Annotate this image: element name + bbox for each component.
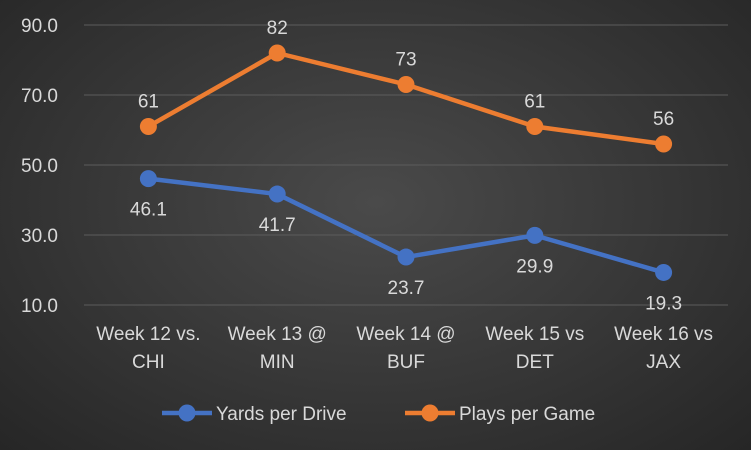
- data-point: [526, 118, 544, 135]
- legend-marker: [421, 404, 439, 422]
- data-label: 82: [267, 18, 288, 39]
- data-point: [139, 170, 157, 188]
- data-label: 56: [653, 109, 674, 130]
- y-tick-label: 70.0: [21, 86, 58, 107]
- data-label: 29.9: [516, 256, 553, 277]
- y-tick-label: 10.0: [21, 296, 58, 317]
- data-label: 23.7: [388, 278, 425, 299]
- x-tick-label: Week 14 @: [356, 324, 455, 345]
- x-tick-label: Week 15 vs: [485, 324, 584, 345]
- data-label: 61: [138, 92, 159, 113]
- data-label: 19.3: [645, 293, 682, 314]
- legend-marker: [178, 404, 196, 422]
- x-tick-label: Week 13 @: [228, 324, 327, 345]
- data-label: 41.7: [259, 215, 296, 236]
- data-point: [397, 248, 415, 266]
- data-point: [268, 185, 286, 203]
- data-label: 73: [395, 50, 416, 71]
- x-tick-label: BUF: [387, 352, 425, 373]
- data-point: [139, 118, 157, 135]
- y-tick-label: 50.0: [21, 156, 58, 177]
- data-point: [526, 226, 544, 244]
- data-point: [268, 44, 286, 62]
- y-tick-label: 30.0: [21, 226, 58, 247]
- x-tick-label: Week 16 vs: [614, 324, 713, 345]
- legend-label: Yards per Drive: [216, 404, 347, 425]
- x-tick-label: DET: [516, 352, 554, 373]
- data-point: [655, 263, 673, 281]
- data-label: 46.1: [130, 200, 167, 221]
- data-point: [397, 76, 415, 93]
- x-tick-label: Week 12 vs.: [96, 324, 200, 345]
- x-tick-label: MIN: [260, 352, 295, 373]
- x-tick-label: JAX: [646, 352, 681, 373]
- data-point: [655, 135, 673, 153]
- data-label: 61: [524, 92, 545, 113]
- y-tick-label: 90.0: [21, 16, 58, 37]
- legend-label: Plays per Game: [459, 404, 595, 425]
- x-tick-label: CHI: [132, 352, 165, 373]
